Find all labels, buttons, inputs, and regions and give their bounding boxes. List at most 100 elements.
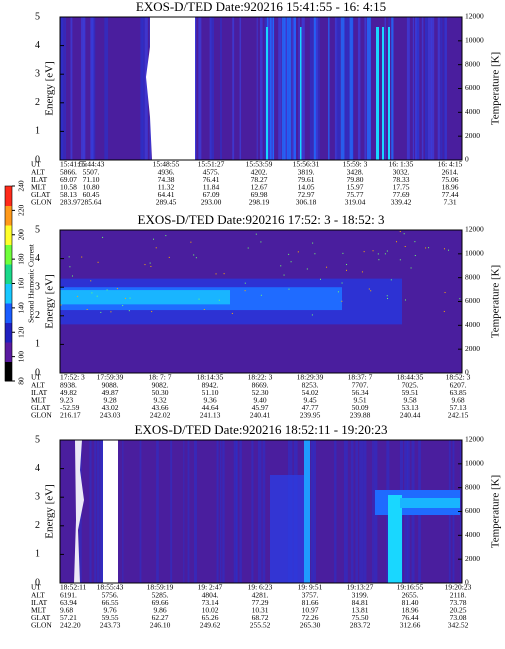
ephemeris-row-label: MLT bbox=[31, 396, 47, 405]
ephemeris-value: 15:48:55 bbox=[153, 160, 180, 169]
y-tick-label: 5 bbox=[35, 434, 40, 445]
spectrum-dot bbox=[122, 305, 124, 307]
ephemeris-value: 52.30 bbox=[252, 388, 269, 397]
colorbar-segment bbox=[5, 186, 12, 206]
ephemeris-value: 19: 6:23 bbox=[248, 583, 273, 592]
ephemeris-value: 67.09 bbox=[203, 190, 220, 199]
ephemeris-value: 16: 4:15 bbox=[438, 160, 463, 169]
ephemeris-value: 71.10 bbox=[83, 175, 100, 184]
y-axis-label: Energy [eV] bbox=[44, 274, 56, 328]
colorbar-segment bbox=[5, 244, 12, 265]
spectrum-streak bbox=[198, 17, 202, 160]
ephemeris-row-label: ALT bbox=[31, 380, 45, 389]
spectrum-dot bbox=[223, 273, 225, 275]
colorbar-segment bbox=[5, 361, 12, 382]
spectrum-streak bbox=[366, 17, 371, 160]
ephemeris-value: 65.26 bbox=[202, 613, 219, 622]
ephemeris-value: 3757. bbox=[302, 590, 319, 599]
spectrum-dot bbox=[346, 264, 348, 266]
colorbar-segment bbox=[5, 342, 12, 362]
ephemeris-value: 63.85 bbox=[450, 388, 467, 397]
ephemeris-value: 18:44:35 bbox=[397, 373, 424, 382]
ephemeris-value: 78.33 bbox=[393, 175, 410, 184]
spectrum-streak bbox=[64, 17, 66, 160]
colorbar-tick-label: 140 bbox=[17, 302, 26, 314]
spectrum-streak bbox=[431, 17, 435, 160]
ephemeris-value: 8938. bbox=[60, 380, 77, 389]
spectrum-dot bbox=[403, 233, 405, 235]
spectrum-streak bbox=[170, 440, 173, 583]
spectrum-streak bbox=[298, 17, 300, 160]
chart-title: EXOS-D/TED Date:920216 15:41:55 - 16: 4:… bbox=[136, 0, 386, 14]
spectrum-streak bbox=[428, 17, 432, 160]
spectrum-streak bbox=[443, 17, 447, 160]
spectrum-streak bbox=[232, 17, 235, 160]
ephemeris-value: 9.23 bbox=[60, 396, 73, 405]
y2-tick-label: 6000 bbox=[465, 83, 480, 92]
spectrum-streak bbox=[239, 17, 242, 160]
ephemeris-value: 10.02 bbox=[202, 606, 219, 615]
spectrum-streak bbox=[83, 17, 86, 160]
ephemeris-value: 58.13 bbox=[60, 190, 77, 199]
colorbar-segment bbox=[5, 264, 12, 284]
ephemeris-value: 72.26 bbox=[302, 613, 319, 622]
spectrum-dot bbox=[231, 312, 233, 314]
spectrum-streak bbox=[301, 17, 305, 160]
ephemeris-value: 6207. bbox=[450, 380, 467, 389]
ephemeris-value: 242.20 bbox=[60, 621, 81, 630]
spectrum-dot bbox=[283, 274, 285, 276]
spectrum-dot bbox=[404, 299, 406, 301]
spectrum-dot bbox=[378, 259, 380, 261]
ephemeris-value: 60.45 bbox=[83, 190, 100, 199]
ephemeris-value: 312.66 bbox=[400, 621, 421, 630]
ephemeris-value: 15:41:55 bbox=[60, 160, 87, 169]
ephemeris-value: 84.81 bbox=[352, 598, 369, 607]
data-gap bbox=[146, 17, 195, 160]
spectrum-streak bbox=[96, 440, 100, 583]
ephemeris-row-label: ILAT bbox=[31, 175, 48, 184]
ephemeris-value: 6191. bbox=[60, 590, 77, 599]
spectrum-dot bbox=[81, 256, 83, 258]
ephemeris-value: 44.64 bbox=[202, 403, 219, 412]
ephemeris-row-label: ILAT bbox=[31, 388, 48, 397]
ephemeris-value: 265.30 bbox=[300, 621, 321, 630]
spectrum-streak bbox=[364, 17, 367, 160]
y2-tick-label: 10000 bbox=[465, 249, 484, 258]
ephemeris-value: 4202. bbox=[251, 167, 268, 176]
ephemeris-row-label: GLON bbox=[31, 621, 52, 630]
spectrum-dot bbox=[311, 314, 313, 316]
spectrum-dot bbox=[319, 278, 321, 280]
spectrum-band bbox=[388, 495, 402, 583]
y-tick-label: 3 bbox=[35, 281, 40, 292]
ephemeris-value: 298.19 bbox=[249, 198, 270, 207]
colorbar-tick-label: 160 bbox=[17, 278, 26, 290]
ephemeris-value: 15:56:31 bbox=[293, 160, 320, 169]
spectrum-streak bbox=[313, 440, 316, 583]
ephemeris-value: 240.41 bbox=[250, 411, 271, 420]
y-tick-label: 1 bbox=[35, 126, 40, 137]
spectrum-dot bbox=[443, 248, 445, 250]
ephemeris-value: 8669. bbox=[252, 380, 269, 389]
spectrum-streak bbox=[376, 27, 379, 160]
spectrum-dot bbox=[337, 291, 339, 293]
ephemeris-value: 20.25 bbox=[450, 606, 467, 615]
ephemeris-value: 62.27 bbox=[152, 613, 169, 622]
ephemeris-value: 75.06 bbox=[442, 175, 459, 184]
ephemeris-value: 8253. bbox=[302, 380, 319, 389]
colorbar-segment bbox=[5, 205, 12, 226]
ephemeris-value: 50.09 bbox=[352, 403, 369, 412]
spectrum-streak bbox=[355, 440, 358, 583]
y2-tick-label: 10000 bbox=[465, 36, 484, 45]
data-gap bbox=[103, 440, 118, 583]
spectrum-streak bbox=[90, 17, 94, 160]
ephemeris-value: 81.66 bbox=[302, 598, 319, 607]
spectrum-streak bbox=[259, 17, 263, 160]
ephemeris-value: 51.10 bbox=[202, 388, 219, 397]
spectrum-streak bbox=[70, 17, 73, 160]
spectrum-dot bbox=[168, 256, 170, 258]
spectrum-streak bbox=[406, 17, 410, 160]
spectrum-dot bbox=[399, 259, 401, 261]
spectrum-dot bbox=[368, 288, 370, 290]
ephemeris-value: 5507. bbox=[83, 167, 100, 176]
spectrum-dot bbox=[128, 310, 130, 312]
